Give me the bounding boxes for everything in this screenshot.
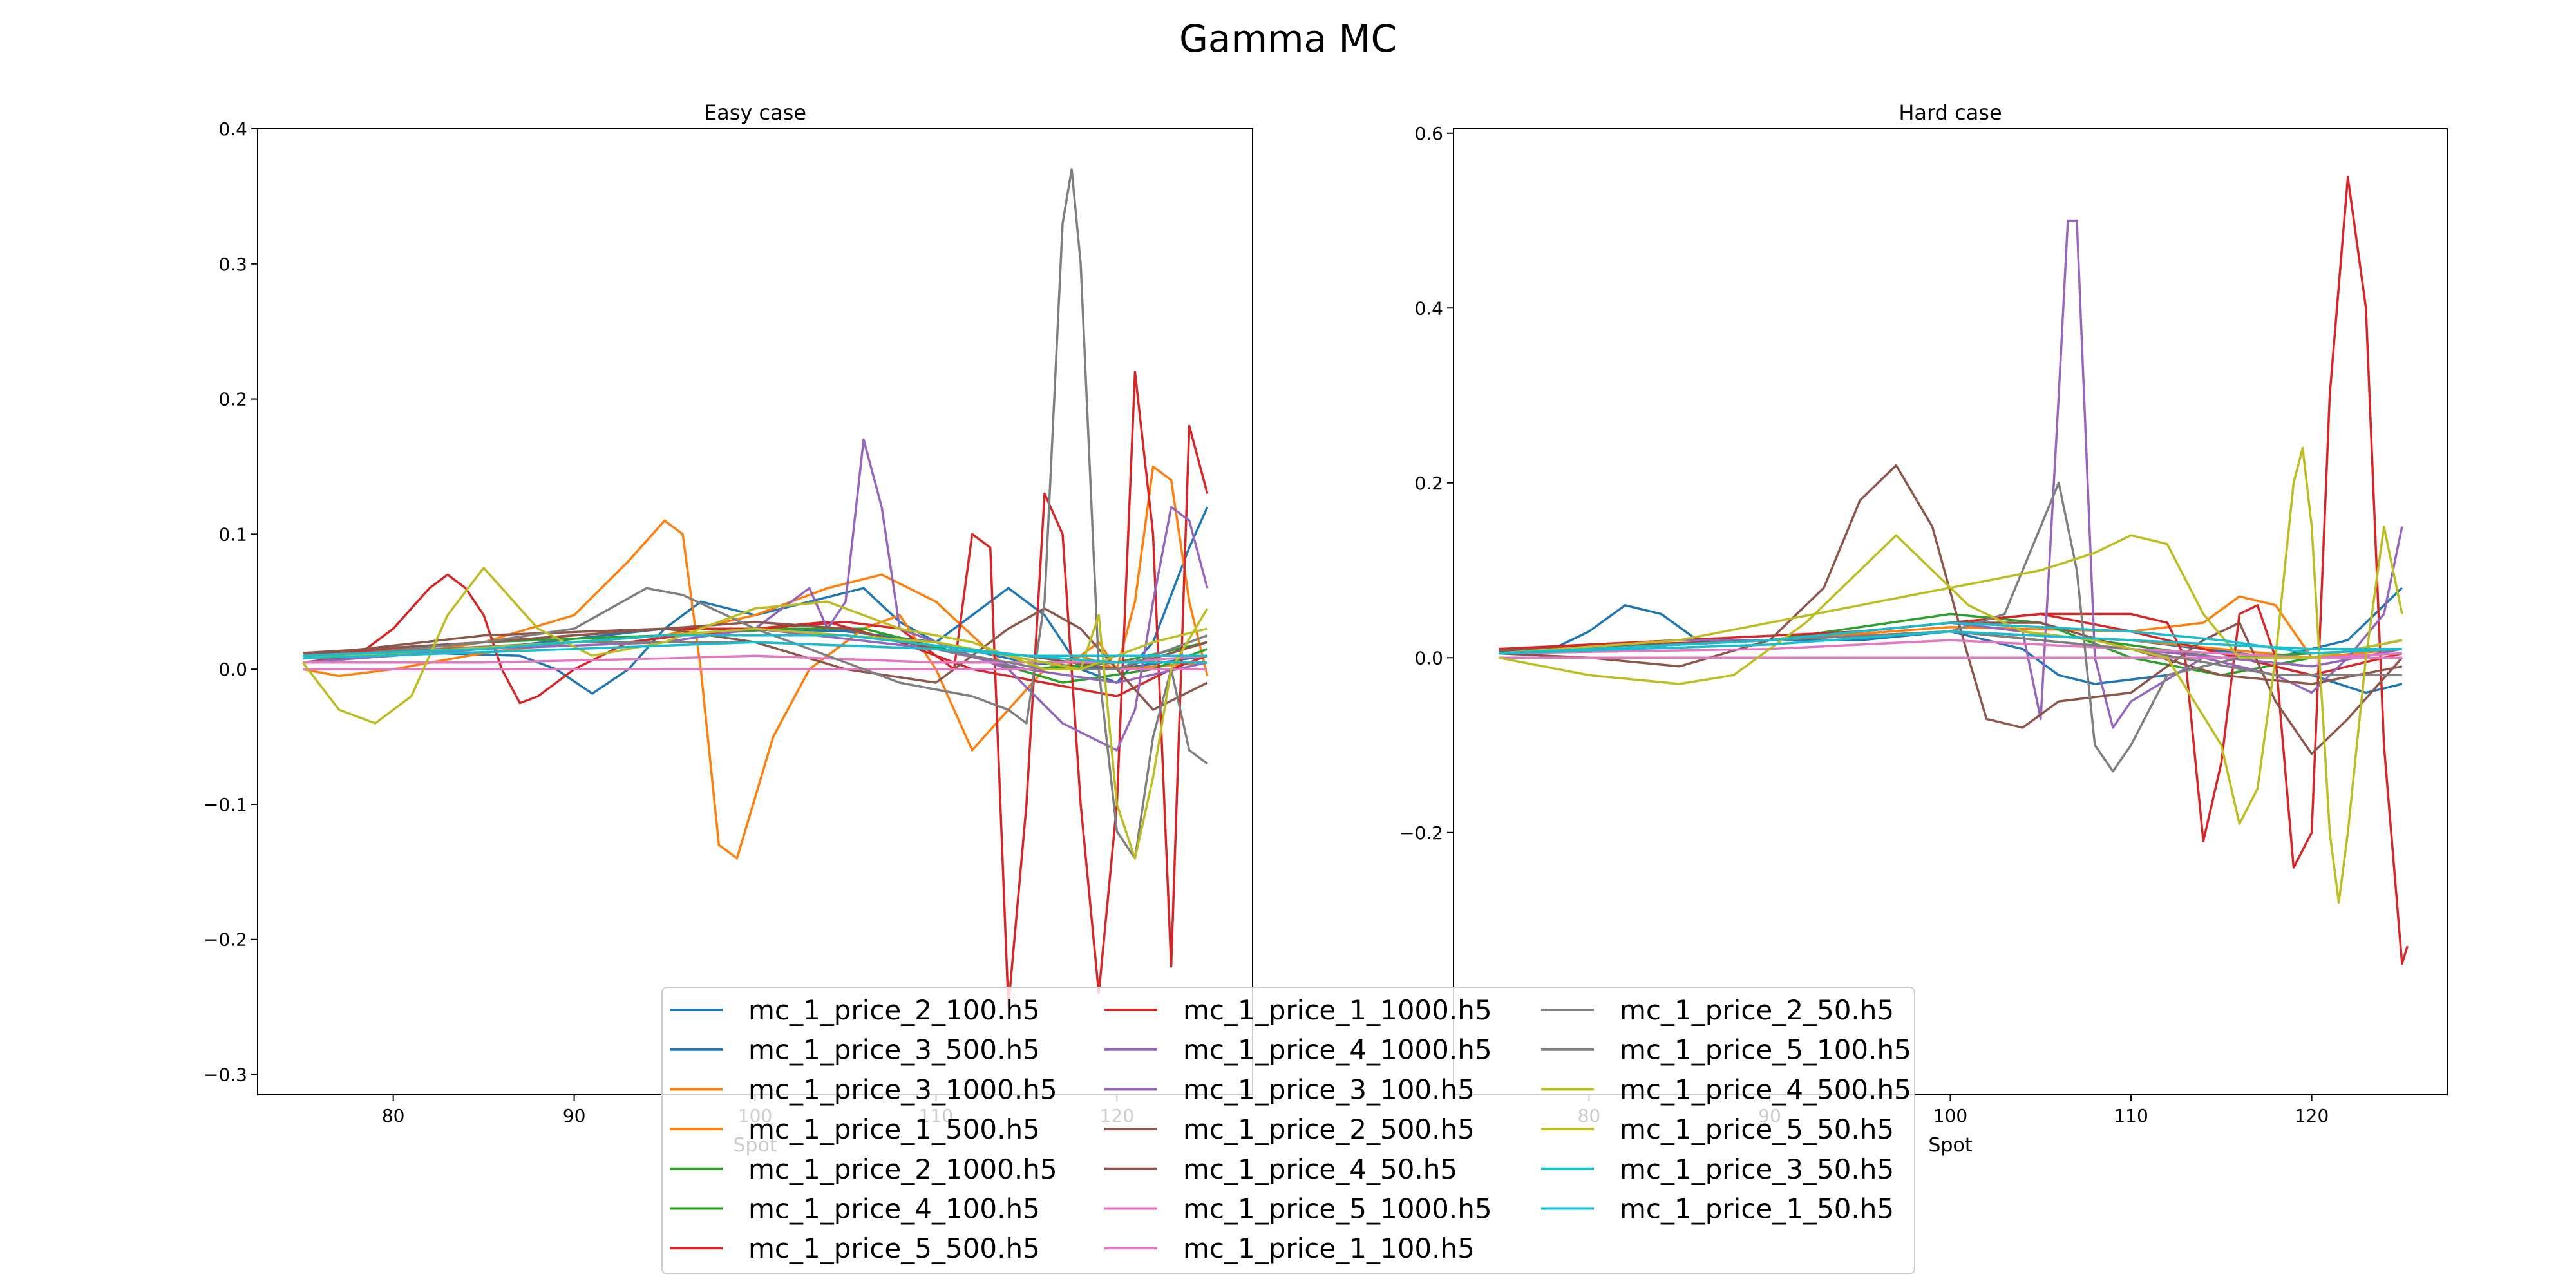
easy-series-line-14 <box>303 168 1208 860</box>
legend-entry-label: mc_1_price_4_100.h5 <box>748 1193 1040 1225</box>
easy-y-tick-label: 0.1 <box>218 524 247 545</box>
hard-series-line-18 <box>1499 621 2402 655</box>
hard-x-tick-label: 100 <box>1933 1105 1967 1126</box>
easy-series-line-2 <box>303 519 1208 860</box>
legend-entry-label: mc_1_price_3_50.h5 <box>1620 1153 1894 1185</box>
easy-series-line-18 <box>303 634 1208 657</box>
hard-y-tick-label: −0.2 <box>1399 822 1443 844</box>
legend-entry-label: mc_1_price_3_500.h5 <box>748 1034 1040 1066</box>
easy-y-tick-label: −0.3 <box>204 1065 247 1086</box>
legend: mc_1_price_2_100.h5mc_1_price_3_500.h5mc… <box>661 987 1915 1274</box>
legend-entry-label: mc_1_price_5_1000.h5 <box>1183 1193 1492 1225</box>
easy-axes-title: Easy case <box>704 100 806 125</box>
hard-y-tick-label: 0.4 <box>1414 298 1443 319</box>
legend-entry-label: mc_1_price_2_100.h5 <box>748 994 1040 1026</box>
hard-series-line-2 <box>1499 595 2402 659</box>
easy-series-line-19 <box>303 641 1208 664</box>
hard-axes-title: Hard case <box>1899 100 2002 125</box>
hard-y-tick-label: 0.2 <box>1414 473 1443 494</box>
legend-entry-label: mc_1_price_1_50.h5 <box>1620 1193 1894 1225</box>
legend-entry-label: mc_1_price_1_100.h5 <box>1183 1233 1475 1264</box>
legend-entry-label: mc_1_price_4_50.h5 <box>1183 1153 1457 1185</box>
legend-entry-label: mc_1_price_5_100.h5 <box>1620 1034 1911 1066</box>
legend-entry-label: mc_1_price_3_1000.h5 <box>748 1074 1057 1105</box>
legend-frame <box>661 987 1915 1274</box>
easy-y-tick-label: 0.2 <box>218 389 247 410</box>
legend-entry-label: mc_1_price_1_500.h5 <box>748 1113 1040 1145</box>
easy-series-line-8 <box>303 438 1209 752</box>
legend-entry-label: mc_1_price_2_50.h5 <box>1620 994 1894 1026</box>
easy-x-tick-label: 90 <box>563 1105 586 1126</box>
easy-y-tick-label: −0.2 <box>204 929 247 951</box>
hard-series-line-17 <box>1498 534 2403 659</box>
easy-series-line-16 <box>301 567 1209 860</box>
easy-y-tick-label: 0.4 <box>218 118 247 140</box>
hard-series-line-6 <box>1499 175 2409 965</box>
legend-entry-label: mc_1_price_2_1000.h5 <box>748 1153 1057 1185</box>
hard-y-tick-label: 0.6 <box>1414 123 1443 144</box>
legend-entry-label: mc_1_price_5_500.h5 <box>748 1233 1040 1264</box>
hard-x-axis-label: Spot <box>1928 1134 1972 1157</box>
easy-series-line-11 <box>303 620 1208 670</box>
legend-entry-label: mc_1_price_4_1000.h5 <box>1183 1034 1492 1066</box>
hard-series-line-10 <box>1499 464 2403 755</box>
hard-case-axes: Hard case8090100110120−0.20.00.20.40.6Sp… <box>1399 100 2448 1157</box>
hard-axes-frame <box>1453 128 2448 1095</box>
hard-series-line-19 <box>1499 630 2402 655</box>
legend-entry-label: mc_1_price_5_50.h5 <box>1620 1113 1894 1145</box>
legend-entry-label: mc_1_price_1_1000.h5 <box>1183 994 1492 1026</box>
hard-series-line-16 <box>1498 446 2403 904</box>
hard-series-line-14 <box>1499 482 2403 773</box>
easy-series-line-6 <box>302 370 1209 1009</box>
legend-entry-label: mc_1_price_4_500.h5 <box>1620 1074 1911 1105</box>
easy-y-tick-label: −0.1 <box>204 794 247 815</box>
legend-entry-label: mc_1_price_3_100.h5 <box>1183 1074 1475 1105</box>
hard-x-tick-label: 120 <box>2295 1105 2329 1126</box>
hard-y-tick-label: 0.0 <box>1414 647 1443 668</box>
easy-x-tick-label: 80 <box>382 1105 405 1126</box>
easy-y-tick-label: 0.0 <box>218 659 247 680</box>
legend-entry-label: mc_1_price_2_500.h5 <box>1183 1113 1475 1145</box>
figure-title: Gamma MC <box>1179 17 1397 61</box>
easy-y-tick-label: 0.3 <box>218 254 247 275</box>
hard-x-tick-label: 110 <box>2114 1105 2148 1126</box>
